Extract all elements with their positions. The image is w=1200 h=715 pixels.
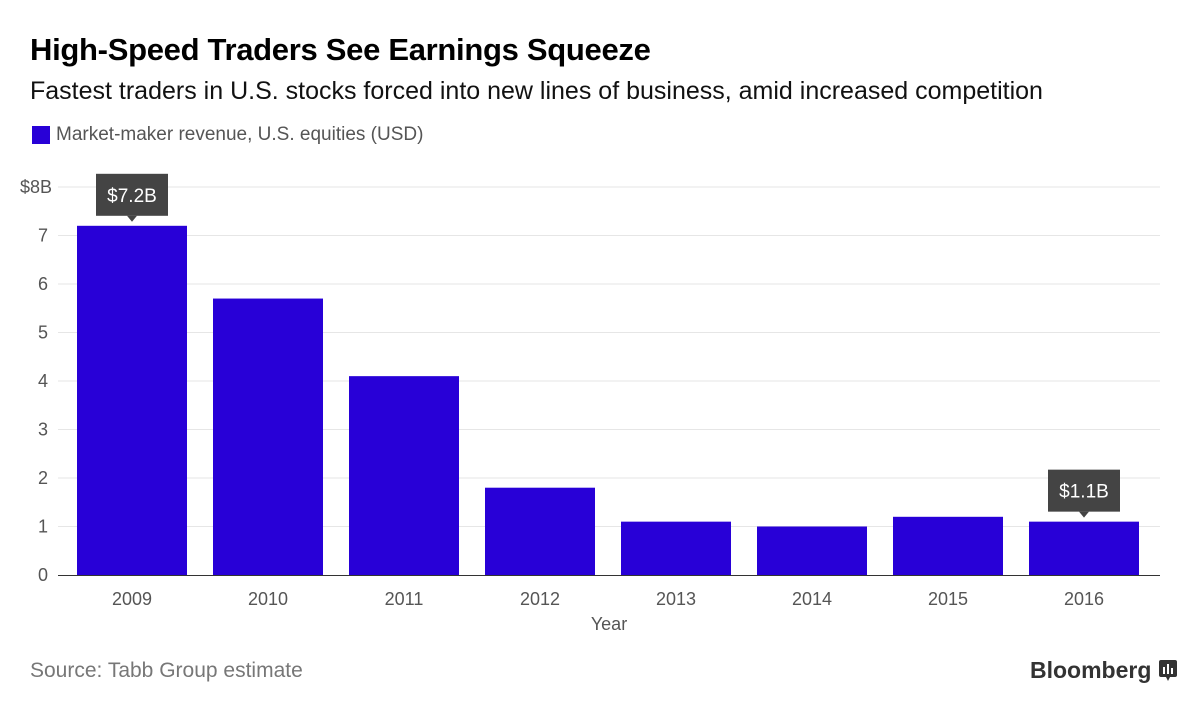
x-tick-label: 2013: [656, 589, 696, 609]
source-note: Source: Tabb Group estimate: [30, 659, 303, 682]
y-tick-label: $8B: [20, 177, 52, 197]
annotation-label: $7.2B: [107, 186, 157, 207]
x-tick-label: 2014: [792, 589, 832, 609]
annotation-pointer: [127, 215, 137, 222]
y-tick-label: 4: [38, 371, 48, 391]
bar-2015: [893, 516, 1003, 575]
bar-2010: [213, 298, 323, 575]
annotation-pointer: [1079, 511, 1089, 518]
x-tick-label: 2012: [520, 589, 560, 609]
bar-2013: [621, 521, 731, 575]
bar-2014: [757, 526, 867, 575]
x-tick-label: 2010: [248, 589, 288, 609]
legend-label: Market-maker revenue, U.S. equities (USD…: [56, 124, 424, 145]
bar-2011: [349, 376, 459, 575]
legend: Market-maker revenue, U.S. equities (USD…: [32, 124, 423, 146]
bloomberg-logo: Bloomberg: [1030, 657, 1178, 684]
x-tick-label: 2015: [928, 589, 968, 609]
y-tick-label: 7: [38, 226, 48, 246]
y-tick-label: 6: [38, 274, 48, 294]
brand-name: Bloomberg: [1030, 657, 1152, 683]
bar-2012: [485, 487, 595, 575]
bloomberg-chart-icon: [1159, 659, 1178, 681]
annotation-box: [1048, 469, 1120, 512]
y-tick-label: 2: [38, 468, 48, 488]
x-tick-label: 2016: [1064, 589, 1104, 609]
x-axis-label: Year: [591, 614, 627, 634]
y-tick-label: 3: [38, 420, 48, 440]
legend-swatch: [32, 126, 50, 144]
y-tick-label: 5: [38, 323, 48, 343]
chart-subtitle: Fastest traders in U.S. stocks forced in…: [30, 77, 1043, 105]
y-tick-label: 0: [38, 565, 48, 585]
x-tick-label: 2009: [112, 589, 152, 609]
annotation-label: $1.1B: [1059, 482, 1109, 503]
bar-2009: [77, 225, 187, 576]
bar-2016: [1029, 521, 1139, 575]
x-tick-label: 2011: [385, 589, 424, 609]
chart-title: High-Speed Traders See Earnings Squeeze: [30, 32, 651, 67]
y-tick-label: 1: [38, 517, 48, 537]
annotation-box: [96, 173, 168, 216]
